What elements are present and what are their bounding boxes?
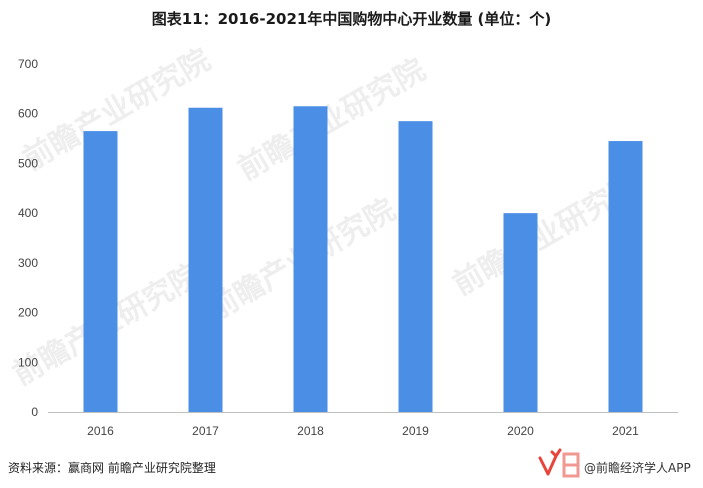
x-tick-label: 2018 bbox=[297, 424, 324, 438]
x-tick-label: 2017 bbox=[192, 424, 219, 438]
bars bbox=[83, 106, 643, 413]
brand-credit: @前瞻经济学人APP bbox=[584, 461, 691, 475]
y-tick-label: 600 bbox=[18, 107, 38, 121]
y-tick-label: 300 bbox=[18, 256, 38, 270]
y-tick-label: 200 bbox=[18, 306, 38, 320]
y-axis: 0 100 200 300 400 500 600 700 bbox=[18, 57, 38, 419]
bar bbox=[188, 107, 223, 413]
x-tick-label: 2016 bbox=[87, 424, 114, 438]
y-tick-label: 700 bbox=[18, 57, 38, 71]
bar bbox=[83, 131, 118, 412]
x-tick-label: 2021 bbox=[612, 424, 639, 438]
bar bbox=[503, 213, 538, 412]
y-tick-label: 500 bbox=[18, 156, 38, 170]
bar bbox=[293, 106, 328, 412]
x-tick-label: 2020 bbox=[507, 424, 534, 438]
y-tick-label: 0 bbox=[31, 405, 38, 419]
bar bbox=[608, 141, 643, 413]
bar bbox=[398, 121, 433, 413]
source-note: 资料来源：赢商网 前瞻产业研究院整理 bbox=[8, 461, 216, 475]
chart-title: 图表11：2016-2021年中国购物中心开业数量 (单位：个) bbox=[151, 10, 552, 28]
y-tick-label: 400 bbox=[18, 206, 38, 220]
brand-logo-icon bbox=[538, 448, 580, 478]
x-axis: 2016 2017 2018 2019 2020 2021 bbox=[87, 424, 639, 438]
x-tick-label: 2019 bbox=[402, 424, 429, 438]
y-tick-label: 100 bbox=[18, 355, 38, 369]
